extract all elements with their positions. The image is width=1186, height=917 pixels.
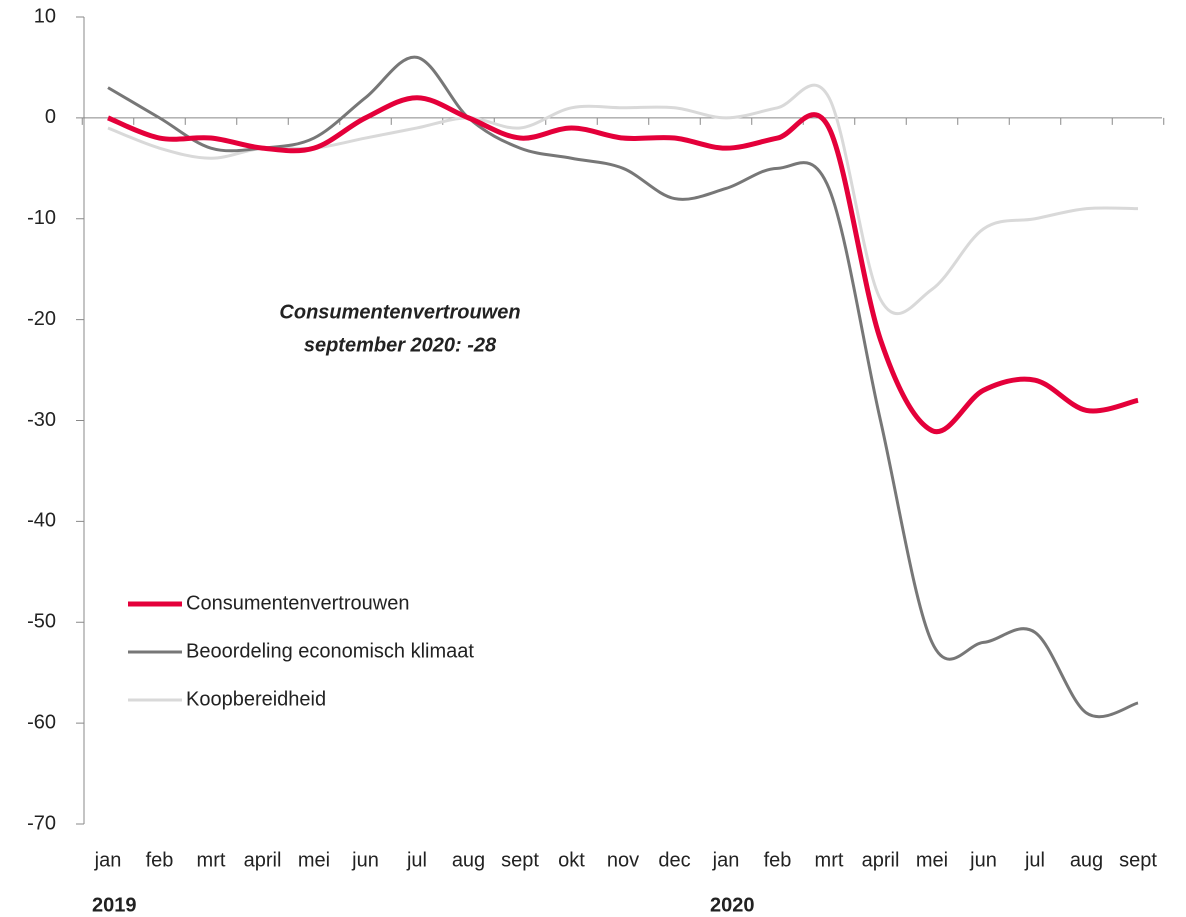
- y-tick-label: 0: [45, 106, 56, 128]
- annotation: Consumentenvertrouwen: [279, 301, 520, 323]
- x-tick-label: sept: [1119, 849, 1157, 871]
- x-tick-label: jan: [94, 849, 122, 871]
- legend-label: Consumentenvertrouwen: [186, 592, 409, 614]
- x-tick-label: mrt: [815, 849, 844, 871]
- x-tick-label: jun: [351, 849, 379, 871]
- y-tick-label: -40: [27, 510, 56, 532]
- x-tick-label: feb: [146, 849, 174, 871]
- y-tick-label: 10: [34, 5, 56, 27]
- x-tick-label: jun: [969, 849, 997, 871]
- year-label: 2019: [92, 894, 137, 916]
- line-series: [107, 95, 1139, 435]
- y-tick-label: -70: [27, 812, 56, 834]
- line-series: [107, 55, 1139, 719]
- x-tick-label: feb: [764, 849, 792, 871]
- line-series: [107, 83, 1139, 316]
- x-tick-label: aug: [1070, 849, 1103, 871]
- x-tick-label: mrt: [197, 849, 226, 871]
- x-tick-label: nov: [607, 849, 639, 871]
- x-tick-label: april: [862, 849, 900, 871]
- x-tick-label: okt: [558, 849, 585, 871]
- x-tick-label: dec: [658, 849, 690, 871]
- x-tick-label: jul: [1024, 849, 1045, 871]
- legend-label: Beoordeling economisch klimaat: [186, 640, 474, 662]
- year-label: 2020: [710, 894, 755, 916]
- y-tick-label: -50: [27, 611, 56, 633]
- x-tick-label: april: [244, 849, 282, 871]
- x-tick-label: mei: [916, 849, 948, 871]
- y-tick-label: -30: [27, 409, 56, 431]
- annotation: september 2020: -28: [304, 334, 497, 356]
- x-tick-label: aug: [452, 849, 485, 871]
- legend-label: Koopbereidheid: [186, 688, 326, 710]
- y-tick-label: -10: [27, 207, 56, 229]
- x-tick-label: jul: [406, 849, 427, 871]
- y-tick-label: -60: [27, 711, 56, 733]
- x-tick-label: sept: [501, 849, 539, 871]
- x-tick-label: jan: [712, 849, 740, 871]
- x-tick-label: mei: [298, 849, 330, 871]
- y-tick-label: -20: [27, 308, 56, 330]
